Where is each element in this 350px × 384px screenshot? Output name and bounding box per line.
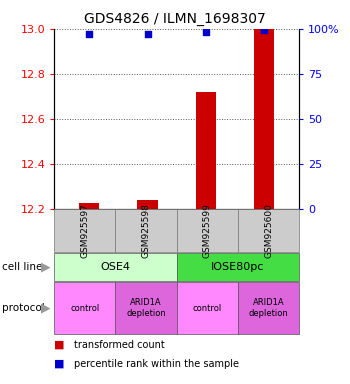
Text: cell line: cell line: [2, 262, 42, 272]
Text: control: control: [193, 304, 222, 313]
Point: [261, 26, 267, 33]
Text: ▶: ▶: [41, 261, 51, 274]
Bar: [137, 200, 158, 209]
Text: ARID1A
depletion: ARID1A depletion: [249, 298, 288, 318]
Bar: [254, 29, 274, 209]
Point: [86, 31, 92, 37]
Bar: [79, 202, 99, 209]
Text: IOSE80pc: IOSE80pc: [211, 262, 265, 272]
Text: GSM925597: GSM925597: [80, 204, 89, 258]
Text: ▶: ▶: [41, 302, 51, 314]
Text: GSM925600: GSM925600: [264, 204, 273, 258]
Text: protocol: protocol: [2, 303, 44, 313]
Point: [145, 31, 150, 37]
Text: GDS4826 / ILMN_1698307: GDS4826 / ILMN_1698307: [84, 12, 266, 26]
Text: percentile rank within the sample: percentile rank within the sample: [74, 359, 238, 369]
Text: ■: ■: [54, 339, 65, 350]
Point: [203, 29, 209, 35]
Text: OSE4: OSE4: [100, 262, 131, 272]
Text: transformed count: transformed count: [74, 339, 164, 350]
Text: GSM925598: GSM925598: [142, 204, 150, 258]
Text: ■: ■: [54, 359, 65, 369]
Bar: [196, 92, 216, 209]
Text: ARID1A
depletion: ARID1A depletion: [126, 298, 166, 318]
Text: control: control: [70, 304, 99, 313]
Text: GSM925599: GSM925599: [203, 204, 212, 258]
